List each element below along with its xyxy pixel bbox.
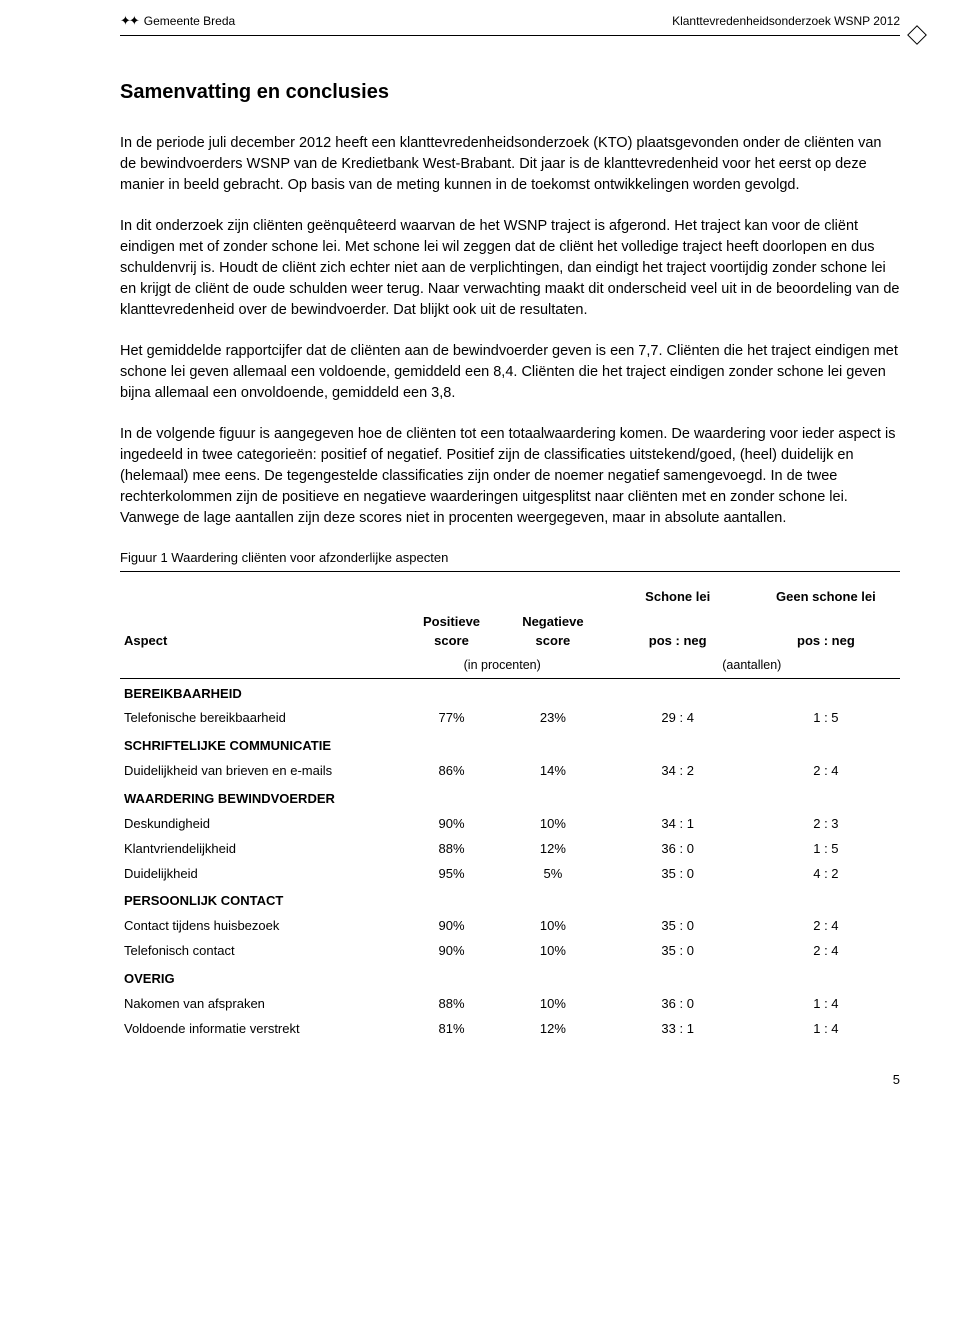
table-cell: Telefonische bereikbaarheid <box>120 706 401 731</box>
table-cell: 12% <box>502 837 603 862</box>
table-cell: 90% <box>401 812 502 837</box>
table-cell: 12% <box>502 1017 603 1042</box>
body-text: In de periode juli december 2012 heeft e… <box>120 133 900 529</box>
header-bar: ✦✦ Gemeente Breda Klanttevredenheidsonde… <box>120 12 900 36</box>
table-section-header: SCHRIFTELIJKE COMMUNICATIE <box>120 731 900 759</box>
table-cell: 36 : 0 <box>604 837 752 862</box>
table-cell: 29 : 4 <box>604 706 752 731</box>
logo-icon: ✦✦ <box>120 12 138 31</box>
table-cell: 10% <box>502 812 603 837</box>
table-cell: 95% <box>401 862 502 887</box>
table-section-header: BEREIKBAARHEID <box>120 678 900 706</box>
table-cell: Voldoende informatie verstrekt <box>120 1017 401 1042</box>
page-title: Samenvatting en conclusies <box>120 78 900 107</box>
table-cell: 1 : 5 <box>752 706 900 731</box>
col-geen-schone-lei: Geen schone lei <box>752 582 900 610</box>
table-row: Nakomen van afspraken88%10%36 : 01 : 4 <box>120 992 900 1017</box>
table-cell: 2 : 4 <box>752 914 900 939</box>
table-row: Telefonische bereikbaarheid77%23%29 : 41… <box>120 706 900 731</box>
table-cell: 5% <box>502 862 603 887</box>
col-posneg-sl: pos : neg <box>604 610 752 654</box>
note-aantallen: (aantallen) <box>604 653 900 678</box>
table-cell: 77% <box>401 706 502 731</box>
col-posneg-gsl: pos : neg <box>752 610 900 654</box>
table-cell: Klantvriendelijkheid <box>120 837 401 862</box>
table-cell: 35 : 0 <box>604 914 752 939</box>
table-cell: 1 : 4 <box>752 1017 900 1042</box>
org-name: Gemeente Breda <box>144 13 235 30</box>
table-cell: 2 : 4 <box>752 939 900 964</box>
table-cell: 34 : 2 <box>604 759 752 784</box>
table-cell: 4 : 2 <box>752 862 900 887</box>
table-cell: 86% <box>401 759 502 784</box>
table-row: Voldoende informatie verstrekt81%12%33 :… <box>120 1017 900 1042</box>
table-cell: 33 : 1 <box>604 1017 752 1042</box>
table-cell: 88% <box>401 992 502 1017</box>
table-cell: 35 : 0 <box>604 939 752 964</box>
table-cell: 23% <box>502 706 603 731</box>
table-cell: 81% <box>401 1017 502 1042</box>
paragraph: In de volgende figuur is aangegeven hoe … <box>120 424 900 529</box>
table-row: Duidelijkheid95%5%35 : 04 : 2 <box>120 862 900 887</box>
table-cell: 36 : 0 <box>604 992 752 1017</box>
table-cell: 1 : 5 <box>752 837 900 862</box>
table-cell: Deskundigheid <box>120 812 401 837</box>
corner-diamond-icon <box>907 25 927 45</box>
table-cell: Nakomen van afspraken <box>120 992 401 1017</box>
table-cell: Contact tijdens huisbezoek <box>120 914 401 939</box>
table-cell: Duidelijkheid <box>120 862 401 887</box>
table-row: Telefonisch contact90%10%35 : 02 : 4 <box>120 939 900 964</box>
table-cell: Duidelijkheid van brieven en e-mails <box>120 759 401 784</box>
table-cell: 88% <box>401 837 502 862</box>
table-cell: 14% <box>502 759 603 784</box>
paragraph: In dit onderzoek zijn cliënten geënquête… <box>120 216 900 321</box>
header-left: ✦✦ Gemeente Breda <box>120 12 235 31</box>
table-section-header: PERSOONLIJK CONTACT <box>120 886 900 914</box>
table-cell: 10% <box>502 992 603 1017</box>
table-row: Contact tijdens huisbezoek90%10%35 : 02 … <box>120 914 900 939</box>
table-cell: 90% <box>401 914 502 939</box>
table-cell: 2 : 4 <box>752 759 900 784</box>
table-section-header: OVERIG <box>120 964 900 992</box>
table-cell: 35 : 0 <box>604 862 752 887</box>
table-cell: 34 : 1 <box>604 812 752 837</box>
paragraph: Het gemiddelde rapportcijfer dat de clië… <box>120 341 900 404</box>
table-section-header: WAARDERING BEWINDVOERDER <box>120 784 900 812</box>
table-cell: 10% <box>502 914 603 939</box>
results-table: Schone lei Geen schone lei Aspect Positi… <box>120 582 900 1041</box>
note-procenten: (in procenten) <box>401 653 604 678</box>
table-cell: 90% <box>401 939 502 964</box>
table-row: Klantvriendelijkheid88%12%36 : 01 : 5 <box>120 837 900 862</box>
col-aspect: Aspect <box>120 610 401 654</box>
table-cell: Telefonisch contact <box>120 939 401 964</box>
page-number: 5 <box>120 1071 900 1090</box>
col-schone-lei: Schone lei <box>604 582 752 610</box>
table-cell: 10% <box>502 939 603 964</box>
table-cell: 1 : 4 <box>752 992 900 1017</box>
doc-title: Klanttevredenheidsonderzoek WSNP 2012 <box>672 13 900 30</box>
table-cell: 2 : 3 <box>752 812 900 837</box>
figure-caption: Figuur 1 Waardering cliënten voor afzond… <box>120 549 900 572</box>
table-row: Duidelijkheid van brieven en e-mails86%1… <box>120 759 900 784</box>
col-positieve: Positieve score <box>401 610 502 654</box>
table-row: Deskundigheid90%10%34 : 12 : 3 <box>120 812 900 837</box>
col-negatieve: Negatieve score <box>502 610 603 654</box>
paragraph: In de periode juli december 2012 heeft e… <box>120 133 900 196</box>
